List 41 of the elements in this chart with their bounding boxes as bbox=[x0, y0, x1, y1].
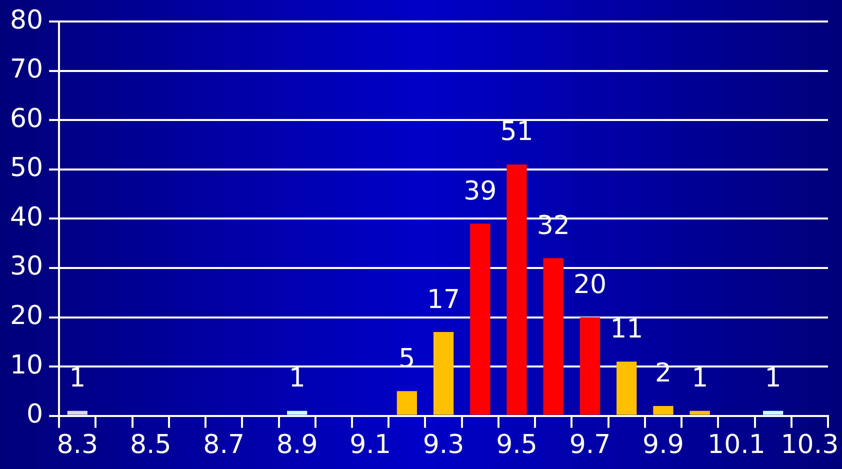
x-tick-label: 8.7 bbox=[203, 430, 245, 460]
y-tick-label: 70 bbox=[10, 54, 44, 85]
y-tick-label: 50 bbox=[10, 153, 44, 184]
data-label: 39 bbox=[464, 176, 497, 206]
bar bbox=[506, 164, 527, 415]
data-label: 1 bbox=[692, 364, 708, 394]
y-tick-label: 60 bbox=[10, 104, 44, 134]
data-label: 17 bbox=[426, 284, 460, 315]
y-tick-label: 10 bbox=[10, 350, 44, 380]
y-tick-label: 30 bbox=[10, 252, 44, 282]
y-tick-label: 0 bbox=[26, 400, 44, 430]
bar bbox=[470, 224, 490, 415]
x-tick-label: 10.3 bbox=[780, 430, 839, 460]
bar bbox=[653, 406, 674, 415]
bar bbox=[67, 410, 88, 415]
x-tick-label: 9.9 bbox=[642, 430, 684, 460]
bar bbox=[580, 317, 600, 415]
bar bbox=[543, 258, 564, 415]
x-tick-label: 9.3 bbox=[422, 430, 464, 460]
data-label: 1 bbox=[764, 364, 782, 394]
data-label: 1 bbox=[288, 364, 306, 394]
bar bbox=[396, 391, 417, 415]
bar bbox=[616, 362, 637, 415]
data-label: 51 bbox=[500, 117, 534, 148]
x-tick-label: 9.5 bbox=[496, 430, 538, 460]
x-tick-label: 10.1 bbox=[708, 430, 766, 460]
bar bbox=[690, 410, 710, 415]
bar bbox=[287, 410, 308, 415]
x-tick-label: 8.5 bbox=[130, 430, 172, 460]
data-label: 20 bbox=[573, 270, 607, 300]
x-tick-label: 9.7 bbox=[569, 430, 611, 460]
y-tick-label: 80 bbox=[10, 5, 44, 36]
x-tick-label: 9.1 bbox=[350, 430, 391, 460]
x-tick-label: 8.9 bbox=[276, 430, 318, 460]
bar bbox=[433, 332, 454, 415]
bar bbox=[763, 410, 784, 415]
y-tick-label: 20 bbox=[10, 301, 44, 331]
x-tick-label: 8.3 bbox=[56, 430, 98, 460]
data-label: 11 bbox=[610, 314, 644, 344]
y-tick-label: 40 bbox=[10, 202, 44, 232]
data-label: 1 bbox=[69, 364, 86, 394]
